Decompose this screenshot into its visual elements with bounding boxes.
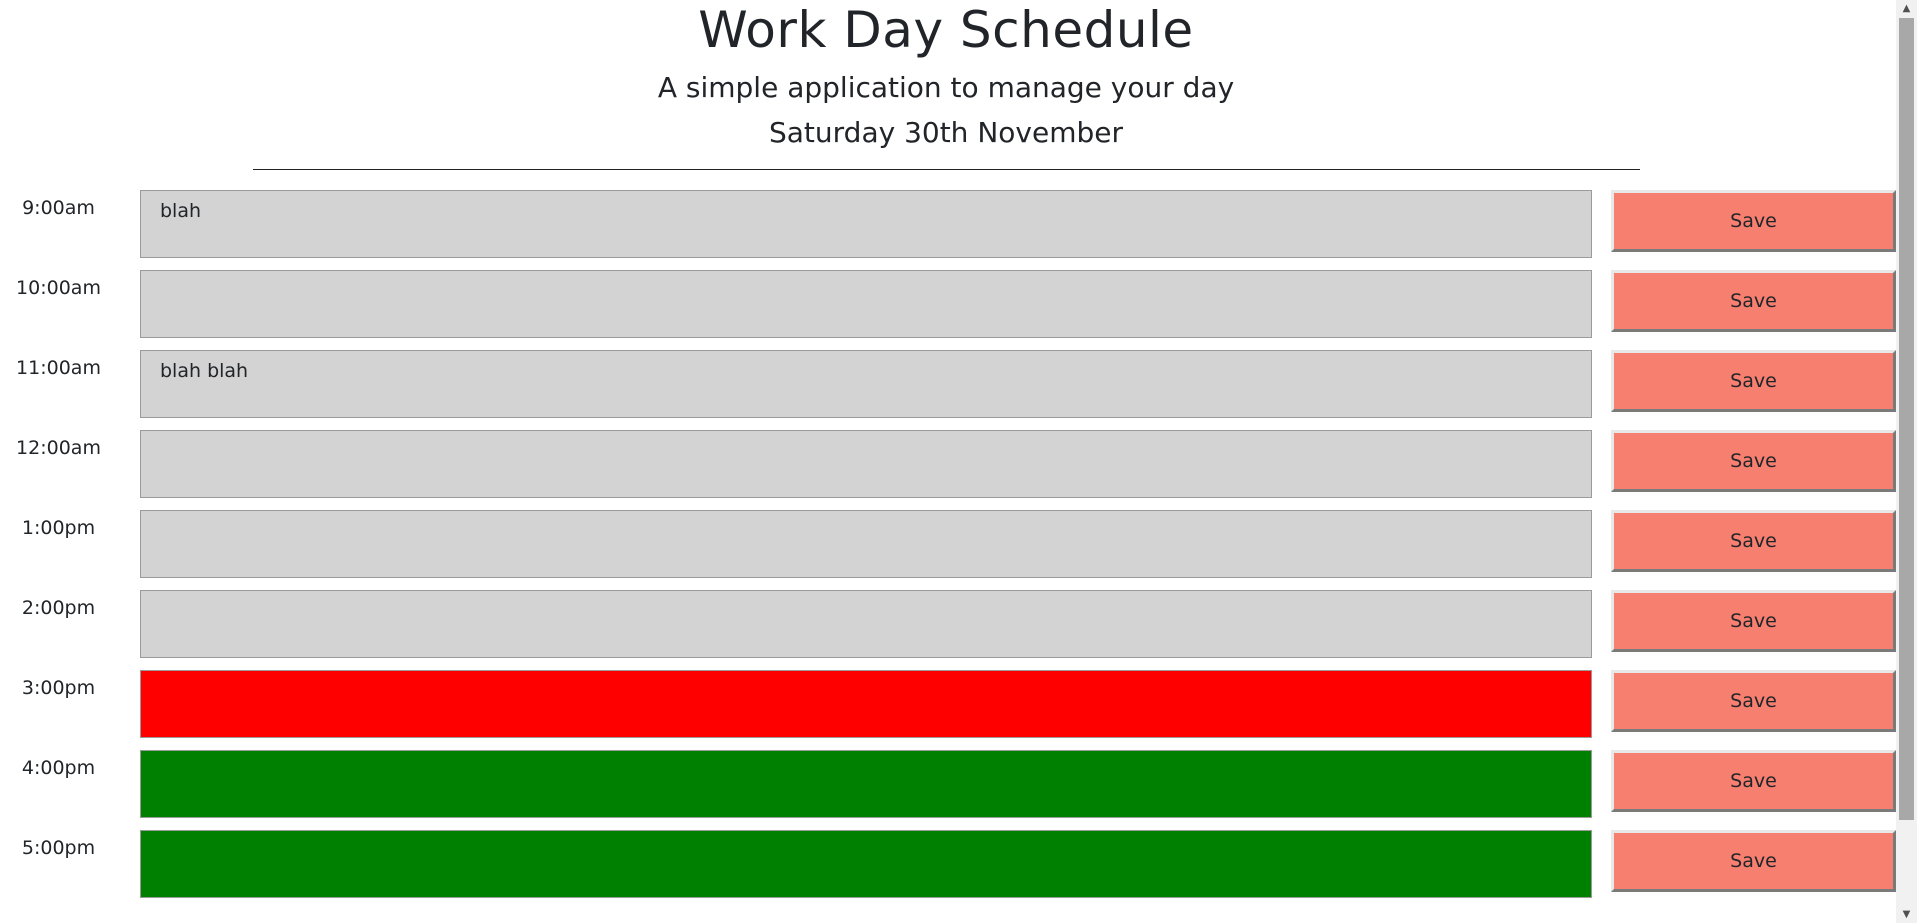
time-block-row: 11:00am blah blah Save (0, 350, 1896, 430)
vertical-scrollbar[interactable]: ▲ ▼ (1896, 0, 1917, 923)
hour-label: 3:00pm (21, 677, 96, 699)
save-button[interactable]: Save (1611, 270, 1896, 332)
scrollbar-thumb[interactable] (1899, 18, 1914, 820)
save-button[interactable]: Save (1611, 350, 1896, 412)
hour-label: 2:00pm (21, 597, 96, 619)
hour-label: 9:00am (22, 197, 95, 219)
time-block-row: 12:00am Save (0, 430, 1896, 510)
time-block-row: 2:00pm Save (0, 590, 1896, 670)
event-description-input[interactable] (140, 430, 1592, 498)
current-date: Saturday 30th November (769, 116, 1123, 149)
save-button[interactable]: Save (1611, 510, 1896, 572)
event-description-input[interactable] (140, 590, 1592, 658)
page-subtitle: A simple application to manage your day (657, 71, 1235, 104)
header-divider (253, 169, 1640, 170)
save-button[interactable]: Save (1611, 430, 1896, 492)
time-block-row: 9:00am blah Save (0, 190, 1896, 270)
event-description-input[interactable]: blah blah (140, 350, 1592, 418)
save-button[interactable]: Save (1611, 190, 1896, 252)
event-description-input[interactable] (140, 510, 1592, 578)
save-button[interactable]: Save (1611, 590, 1896, 652)
hour-label: 10:00am (16, 277, 101, 299)
event-description-input[interactable] (140, 270, 1592, 338)
save-button[interactable]: Save (1611, 830, 1896, 892)
save-button[interactable]: Save (1611, 670, 1896, 732)
time-block-row: 1:00pm Save (0, 510, 1896, 590)
event-description-input[interactable] (140, 830, 1592, 898)
time-block-row: 5:00pm Save (0, 830, 1896, 910)
event-description-input[interactable]: blah (140, 190, 1592, 258)
time-block-row: 10:00am Save (0, 270, 1896, 350)
time-block-list: 9:00am blah Save 10:00am Save 11:00am blah bla… (0, 190, 1896, 910)
hour-label: 1:00pm (21, 517, 96, 539)
hour-label: 4:00pm (21, 757, 96, 779)
time-block-row: 3:00pm Save (0, 670, 1896, 750)
event-description-input[interactable] (140, 750, 1592, 818)
hour-label: 5:00pm (21, 837, 96, 859)
scroll-down-arrow-icon[interactable]: ▼ (1902, 909, 1911, 920)
scroll-up-arrow-icon[interactable]: ▲ (1902, 3, 1911, 14)
page-title: Work Day Schedule (698, 1, 1194, 59)
hour-label: 12:00am (16, 437, 101, 459)
save-button[interactable]: Save (1611, 750, 1896, 812)
time-block-row: 4:00pm Save (0, 750, 1896, 830)
hour-label: 11:00am (16, 357, 101, 379)
event-description-input[interactable] (140, 670, 1592, 738)
